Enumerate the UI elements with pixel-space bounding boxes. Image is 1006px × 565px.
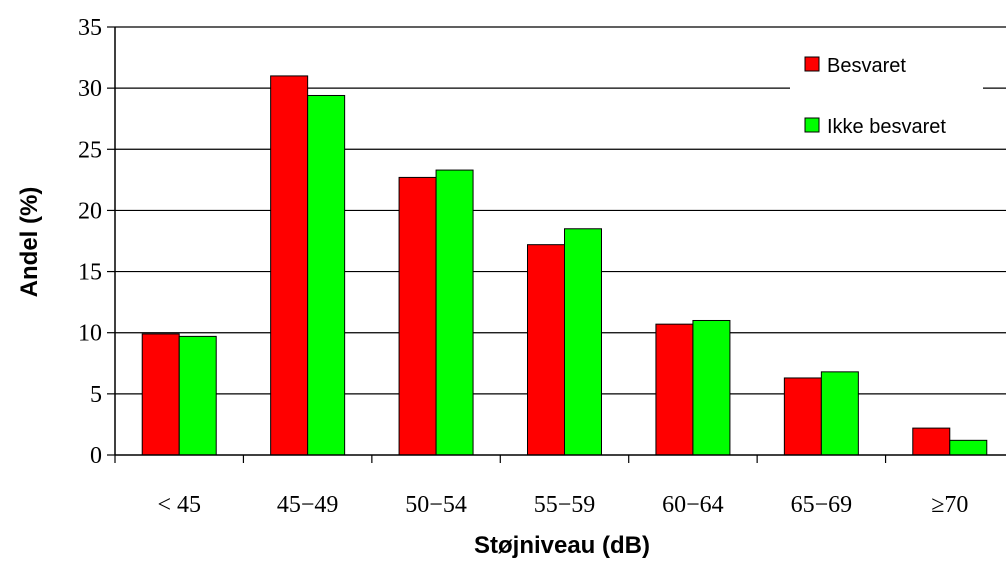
bar-ikke-besvaret xyxy=(307,94,346,456)
bar-ikke-besvaret xyxy=(564,228,602,456)
x-tick-label: 65−69 xyxy=(791,492,853,518)
bars xyxy=(141,75,988,456)
y-axis-title: Andel (%) xyxy=(16,187,43,298)
bar-besvaret xyxy=(398,176,437,456)
y-tick-label: 10 xyxy=(78,321,102,347)
bar-ikke-besvaret xyxy=(435,169,474,456)
bar-ikke-besvaret xyxy=(949,439,988,456)
x-tick-labels: < 45 45−49 50−54 55−59 60−64 65−69 ≥70 xyxy=(114,455,968,518)
y-tick-label: 25 xyxy=(78,137,102,163)
y-tick-label: 15 xyxy=(78,260,102,286)
legend-swatch-ikke-besvaret xyxy=(804,117,820,133)
bar-ikke-besvaret xyxy=(178,335,217,456)
x-tick-label: < 45 xyxy=(157,492,201,518)
bar-besvaret xyxy=(527,244,565,456)
y-tick-label: 20 xyxy=(78,198,102,224)
legend-swatch-besvaret xyxy=(804,56,820,72)
x-axis-title: Støjniveau (dB) xyxy=(474,532,650,559)
legend-box xyxy=(790,48,983,148)
x-tick-label: 60−64 xyxy=(662,492,724,518)
y-tick-label: 30 xyxy=(78,76,102,102)
y-tick-label: 5 xyxy=(90,382,102,408)
legend-label-ikke-besvaret: Ikke besvaret xyxy=(827,116,946,138)
bar-besvaret xyxy=(783,377,822,456)
bar-besvaret xyxy=(912,427,951,456)
x-tick-label: ≥70 xyxy=(931,492,968,518)
y-tick-label: 0 xyxy=(90,443,102,469)
legend: Besvaret Ikke besvaret xyxy=(790,48,983,148)
x-tick-label: 55−59 xyxy=(534,492,596,518)
bar-ikke-besvaret xyxy=(820,371,859,456)
y-tick-labels: 0 5 10 15 20 25 30 35 xyxy=(78,15,115,469)
bar-ikke-besvaret xyxy=(692,319,731,456)
y-tick-label: 35 xyxy=(78,15,102,41)
bar-besvaret xyxy=(141,333,180,456)
axes xyxy=(114,27,1006,456)
legend-label-besvaret: Besvaret xyxy=(827,55,906,77)
x-tick-label: 50−54 xyxy=(405,492,467,518)
bar-besvaret xyxy=(655,323,694,456)
bar-besvaret xyxy=(270,75,309,456)
x-tick-label: 45−49 xyxy=(277,492,339,518)
